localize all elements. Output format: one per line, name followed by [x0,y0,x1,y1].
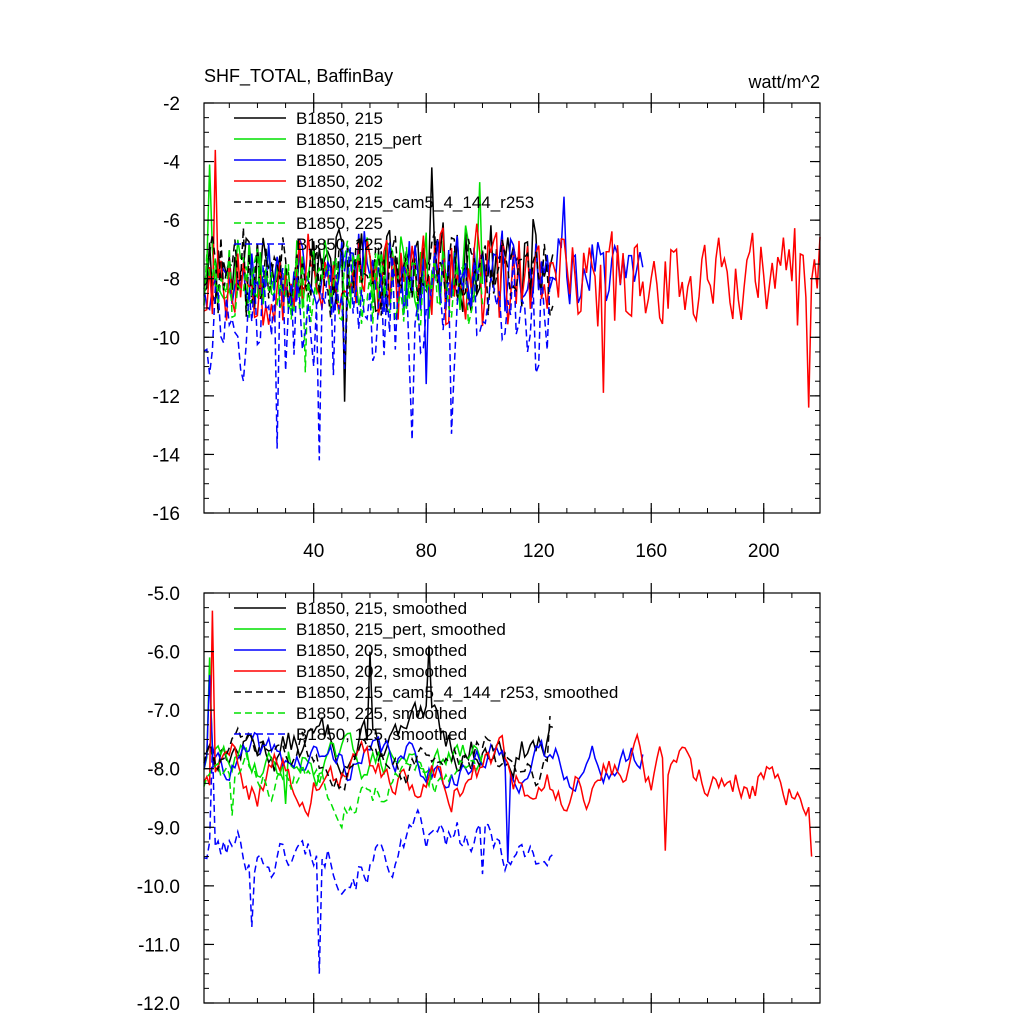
y-tick-label: -5.0 [147,584,180,605]
x-tick-label: 200 [748,541,780,562]
legend: B1850, 215, smoothed B1850, 215_pert, smo… [234,599,618,744]
legend-label: B1850, 202 [296,172,383,191]
legend-label: B1850, 215 [296,109,383,128]
series-line-3 [203,674,644,863]
legend-label: B1850, 215_pert [296,130,422,149]
legend-label: B1850, 205, smoothed [296,641,467,660]
chart-title: SHF_TOTAL, BaffinBay [204,66,393,87]
y-tick-label: -9.0 [147,818,180,839]
axes-layer: -2 -4 -6 -8 -10 -12 -14 -16 40 80 120 160 200 [153,93,821,562]
legend-label: B1850, 215_cam5_4_144_r253 [296,193,534,212]
legend-label: B1850, 125 [296,235,383,254]
y-tick-label: -6.0 [147,643,180,664]
legend-label: B1850, 215_pert, smoothed [296,620,506,639]
y-tick-label: -6 [163,211,180,232]
legend-label: B1850, 215_cam5_4_144_r253, smoothed [296,683,618,702]
legend-label: B1850, 205 [296,151,383,170]
legend-label: B1850, 215, smoothed [296,599,467,618]
y-tick-label: -10 [153,328,180,349]
y-tick-label: -4 [163,153,180,174]
y-tick-label: -16 [153,504,180,525]
series-line-4 [203,610,813,857]
x-tick-label: 120 [523,541,555,562]
y-tick-label: -2 [163,94,180,115]
legend-label: B1850, 125, smoothed [296,725,467,744]
x-tick-label: 160 [635,541,667,562]
series-line-5 [203,715,551,792]
y-tick-label: -8 [163,270,180,291]
y-tick-label: -10.0 [137,877,180,898]
x-tick-label: 40 [303,541,324,562]
y-tick-label: -11.0 [138,935,180,956]
bottom-panel: -5.0 -6.0 -7.0 -8.0 -9.0 -10.0 -11.0 -12.0 B185… [137,583,821,1015]
y-tick-label: -7.0 [147,701,180,722]
legend: B1850, 215 B1850, 215_pert B1850, 205 B1850… [234,109,534,254]
units-label: watt/m^2 [748,72,820,92]
y-tick-label: -12 [153,387,180,408]
x-tick-label: 80 [416,541,437,562]
series-line-6 [203,750,484,830]
axes-layer: -5.0 -6.0 -7.0 -8.0 -9.0 -10.0 -11.0 -12.0 [137,583,821,1015]
series-line-7 [203,247,553,461]
top-panel: SHF_TOTAL, BaffinBay watt/m^2 -2 -4 -6 -8 -1… [153,66,821,562]
legend-label: B1850, 225 [296,214,383,233]
y-tick-label: -14 [153,445,181,466]
legend-label: B1850, 202, smoothed [296,662,467,681]
series-layer [203,610,813,974]
series-layer [203,149,821,461]
y-tick-label: -8.0 [147,760,180,781]
y-tick-label: -12.0 [137,994,180,1015]
legend-label: B1850, 225, smoothed [296,704,467,723]
series-line-3 [203,196,644,385]
series-line-7 [203,745,554,974]
